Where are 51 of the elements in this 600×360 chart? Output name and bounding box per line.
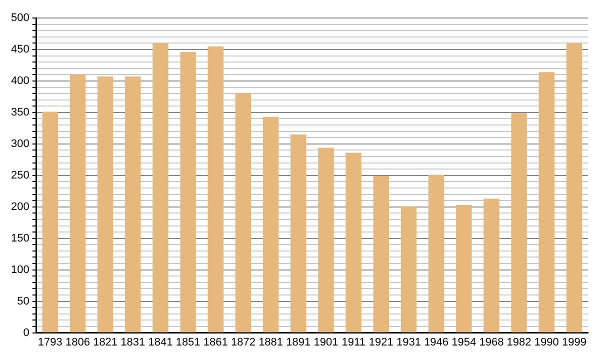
y-tick-label: 350 [10, 106, 30, 118]
y-tick-label: 50 [17, 295, 30, 308]
bar [42, 112, 58, 332]
y-tick-label: 200 [10, 200, 30, 213]
bar [373, 176, 389, 332]
x-tick-label: 1921 [368, 336, 394, 348]
x-tick-label: 1891 [286, 336, 311, 348]
x-tick-label: 1990 [534, 336, 559, 348]
x-tick-label: 1851 [176, 336, 200, 348]
x-tick-label: 1968 [479, 336, 504, 348]
x-tick-label: 1946 [424, 336, 449, 348]
x-tick-label: 1931 [396, 336, 421, 348]
bar [428, 174, 444, 332]
x-tick-label: 1954 [452, 336, 476, 348]
bar [511, 113, 527, 332]
x-tick-label: 1806 [65, 336, 90, 348]
bar [70, 74, 86, 332]
y-tick-label: 150 [10, 232, 30, 244]
bar [456, 204, 472, 332]
y-tick-label: 100 [10, 264, 30, 276]
y-tick-label: 400 [10, 74, 30, 87]
bar [208, 46, 224, 332]
y-tick-label: 250 [10, 169, 30, 182]
bar [97, 76, 114, 332]
bar [235, 92, 252, 332]
bar [400, 206, 417, 332]
x-tick-label: 1911 [342, 336, 366, 348]
x-tick-label: 1982 [506, 336, 532, 348]
x-tick-label: 1831 [120, 336, 146, 348]
x-tick-label: 1821 [93, 336, 118, 348]
x-tick-label: 1872 [230, 336, 256, 348]
x-tick-label: 1861 [203, 336, 228, 348]
bar [346, 152, 362, 332]
x-tick-label: 1881 [258, 336, 284, 348]
x-tick-label: 1999 [562, 336, 586, 348]
y-tick-label: 500 [10, 12, 30, 24]
bar [538, 72, 554, 332]
y-tick-label: 0 [23, 326, 30, 339]
y-tick-label: 300 [10, 138, 30, 150]
bar [484, 198, 500, 332]
x-tick-label: 1901 [314, 336, 338, 348]
bar [125, 76, 141, 332]
bar [290, 134, 306, 332]
bar [152, 43, 168, 332]
bar [318, 148, 334, 332]
bar [566, 43, 582, 332]
x-tick-label: 1841 [148, 336, 173, 348]
x-tick-label: 1793 [38, 336, 62, 348]
bar [262, 116, 279, 332]
bar [180, 52, 196, 332]
y-tick-label: 450 [10, 44, 30, 56]
